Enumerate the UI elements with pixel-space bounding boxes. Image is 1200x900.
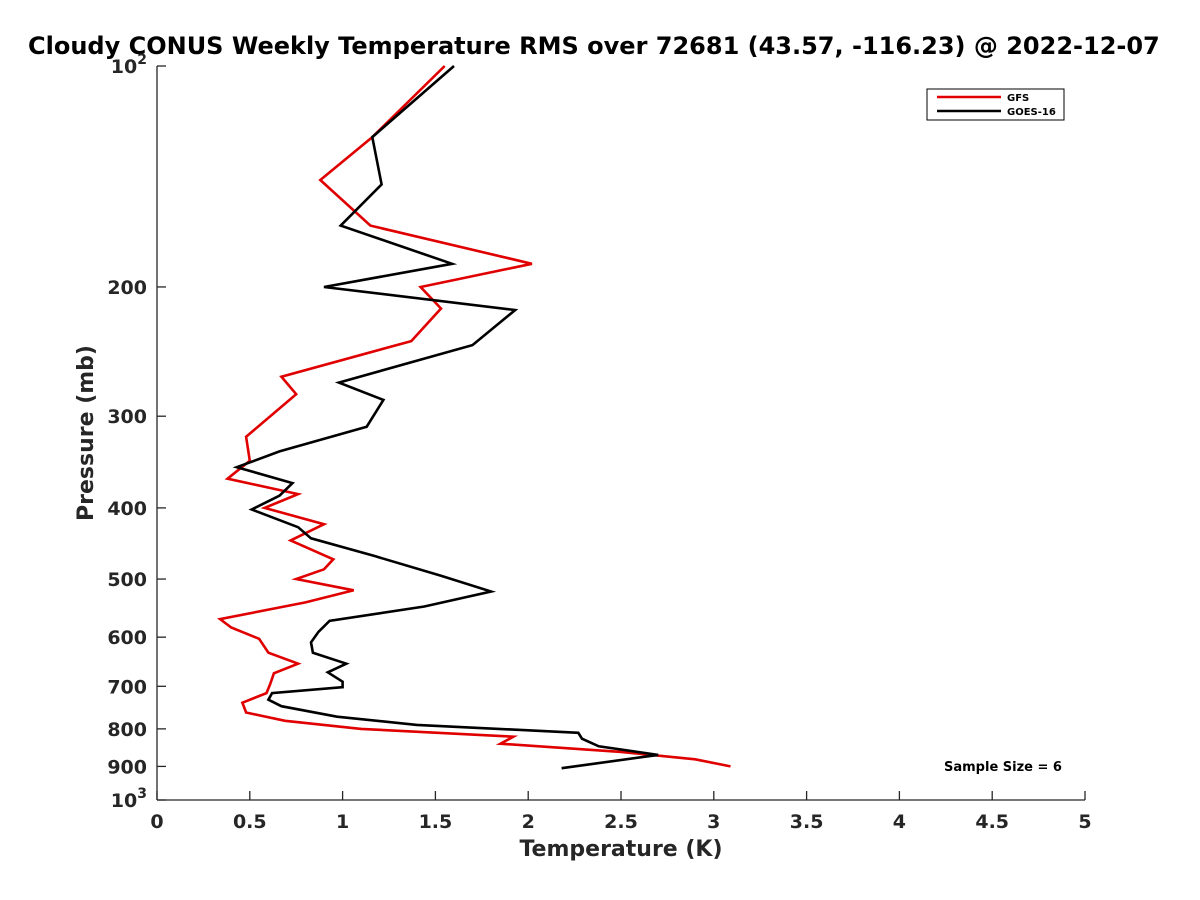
legend: GFS GOES-16: [926, 88, 1065, 121]
x-tick-label: 5: [1078, 811, 1091, 833]
y-tick-label: 102: [111, 52, 147, 78]
x-tick-label: 3.5: [790, 811, 824, 833]
y-tick-label: 700: [107, 676, 147, 698]
sample-size-annotation: Sample Size = 6: [944, 760, 1062, 775]
chart-title: Cloudy CONUS Weekly Temperature RMS over…: [28, 32, 1160, 60]
y-tick-label: 900: [107, 756, 147, 778]
y-tick-label: 800: [107, 719, 147, 741]
y-tick-label: 103: [111, 786, 147, 812]
x-tick-label: 0.5: [233, 811, 267, 833]
y-tick-label: 600: [107, 627, 147, 649]
x-tick-label: 3: [707, 811, 720, 833]
x-tick-label: 4.5: [975, 811, 1009, 833]
series-line-goes-16: [232, 65, 659, 770]
series-layer: [216, 65, 731, 770]
x-axis-ticks: 0 0.5 1 1.5 2 2.5 3 3.5 4 4.5 5: [150, 791, 1092, 833]
x-tick-label: 2: [522, 811, 535, 833]
x-tick-label: 1: [336, 811, 349, 833]
series-line-gfs: [216, 65, 731, 768]
x-tick-label: 4: [893, 811, 906, 833]
y-tick-label: 200: [107, 277, 147, 299]
y-axis-ticks: 102 200 300 400 500 600 700 800 900 103: [107, 52, 166, 812]
y-tick-label: 500: [107, 569, 147, 591]
x-tick-label: 0: [150, 811, 163, 833]
legend-box: [926, 88, 1065, 121]
legend-entry-label: GOES-16: [1007, 107, 1056, 118]
y-tick-label: 300: [107, 406, 147, 428]
x-axis-label: Temperature (K): [519, 837, 722, 862]
y-axis-label: Pressure (mb): [74, 345, 99, 521]
y-tick-label: 400: [107, 498, 147, 520]
x-tick-label: 2.5: [604, 811, 638, 833]
x-tick-label: 1.5: [419, 811, 453, 833]
legend-entry-label: GFS: [1007, 93, 1029, 104]
